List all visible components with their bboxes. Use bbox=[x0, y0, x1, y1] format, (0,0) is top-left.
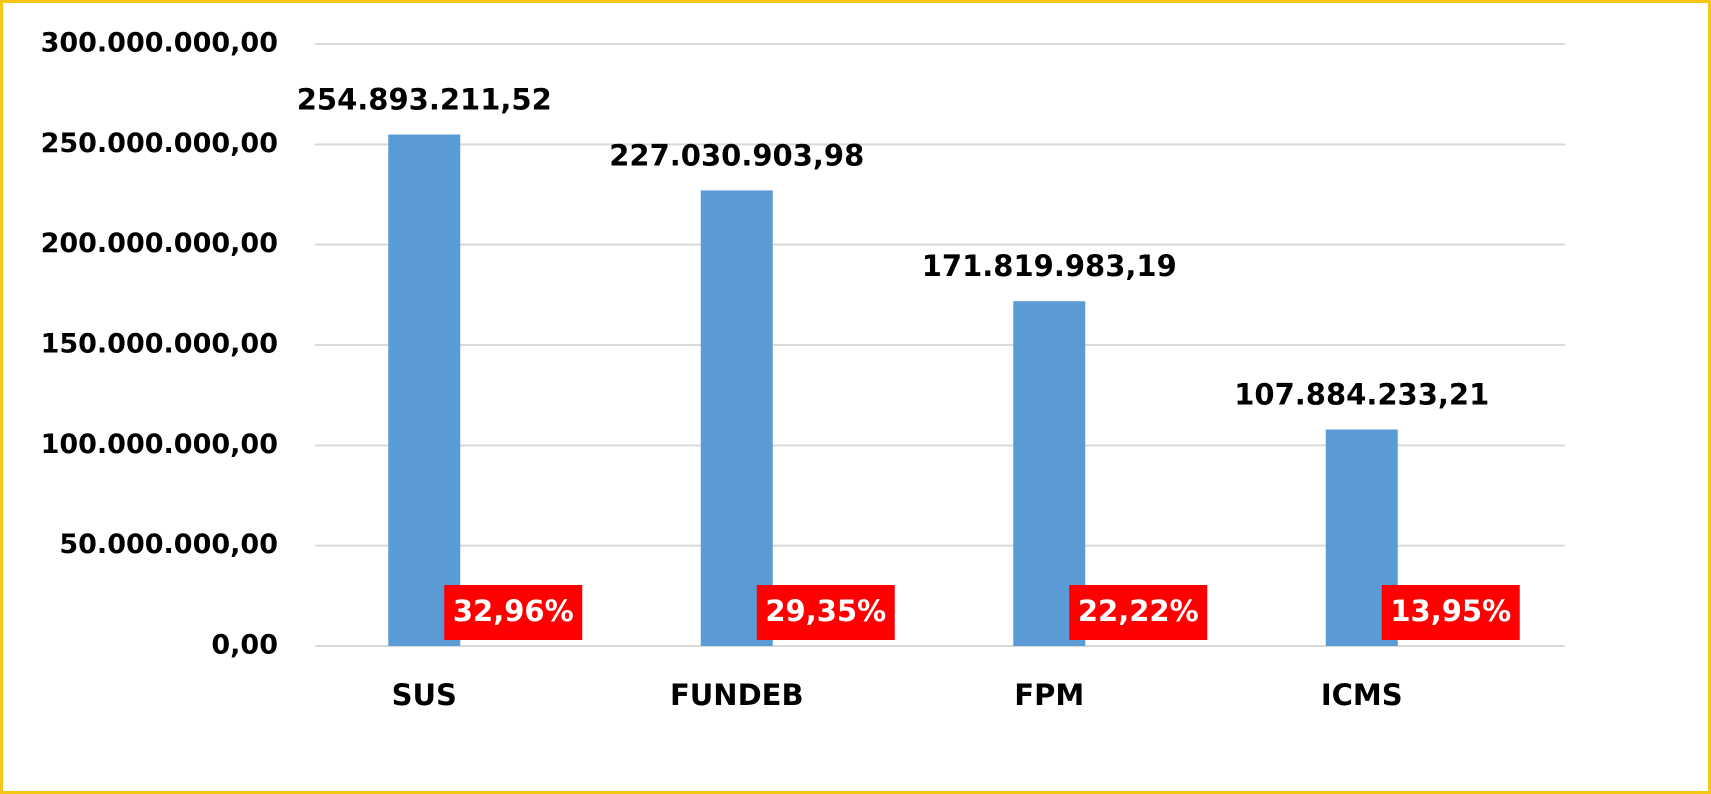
share-label: 13,95% bbox=[1390, 594, 1511, 628]
x-tick-label: FPM bbox=[1014, 678, 1084, 712]
share-label: 22,22% bbox=[1078, 594, 1199, 628]
share-label: 32,96% bbox=[453, 594, 574, 628]
share-label: 29,35% bbox=[765, 594, 886, 628]
value-label: 227.030.903,98 bbox=[609, 138, 864, 172]
x-tick-label: SUS bbox=[392, 678, 457, 712]
y-tick-label: 200.000.000,00 bbox=[41, 228, 278, 259]
y-tick-label: 100.000.000,00 bbox=[41, 429, 278, 460]
value-label: 254.893.211,52 bbox=[297, 83, 552, 117]
share-box bbox=[444, 585, 583, 640]
bar bbox=[700, 190, 773, 646]
share-box bbox=[756, 585, 895, 640]
y-tick-label: 300.000.000,00 bbox=[41, 28, 278, 59]
value-label: 107.884.233,21 bbox=[1234, 378, 1489, 412]
y-tick-label: 50.000.000,00 bbox=[59, 529, 278, 560]
y-tick-label: 250.000.000,00 bbox=[41, 128, 278, 159]
y-tick-label: 0,00 bbox=[211, 630, 278, 661]
bar bbox=[388, 134, 461, 646]
y-tick-label: 150.000.000,00 bbox=[41, 329, 278, 360]
x-tick-label: FUNDEB bbox=[670, 678, 804, 712]
share-box bbox=[1069, 585, 1208, 640]
x-tick-label: ICMS bbox=[1321, 678, 1403, 712]
share-box bbox=[1381, 585, 1520, 640]
value-label: 171.819.983,19 bbox=[922, 249, 1177, 283]
